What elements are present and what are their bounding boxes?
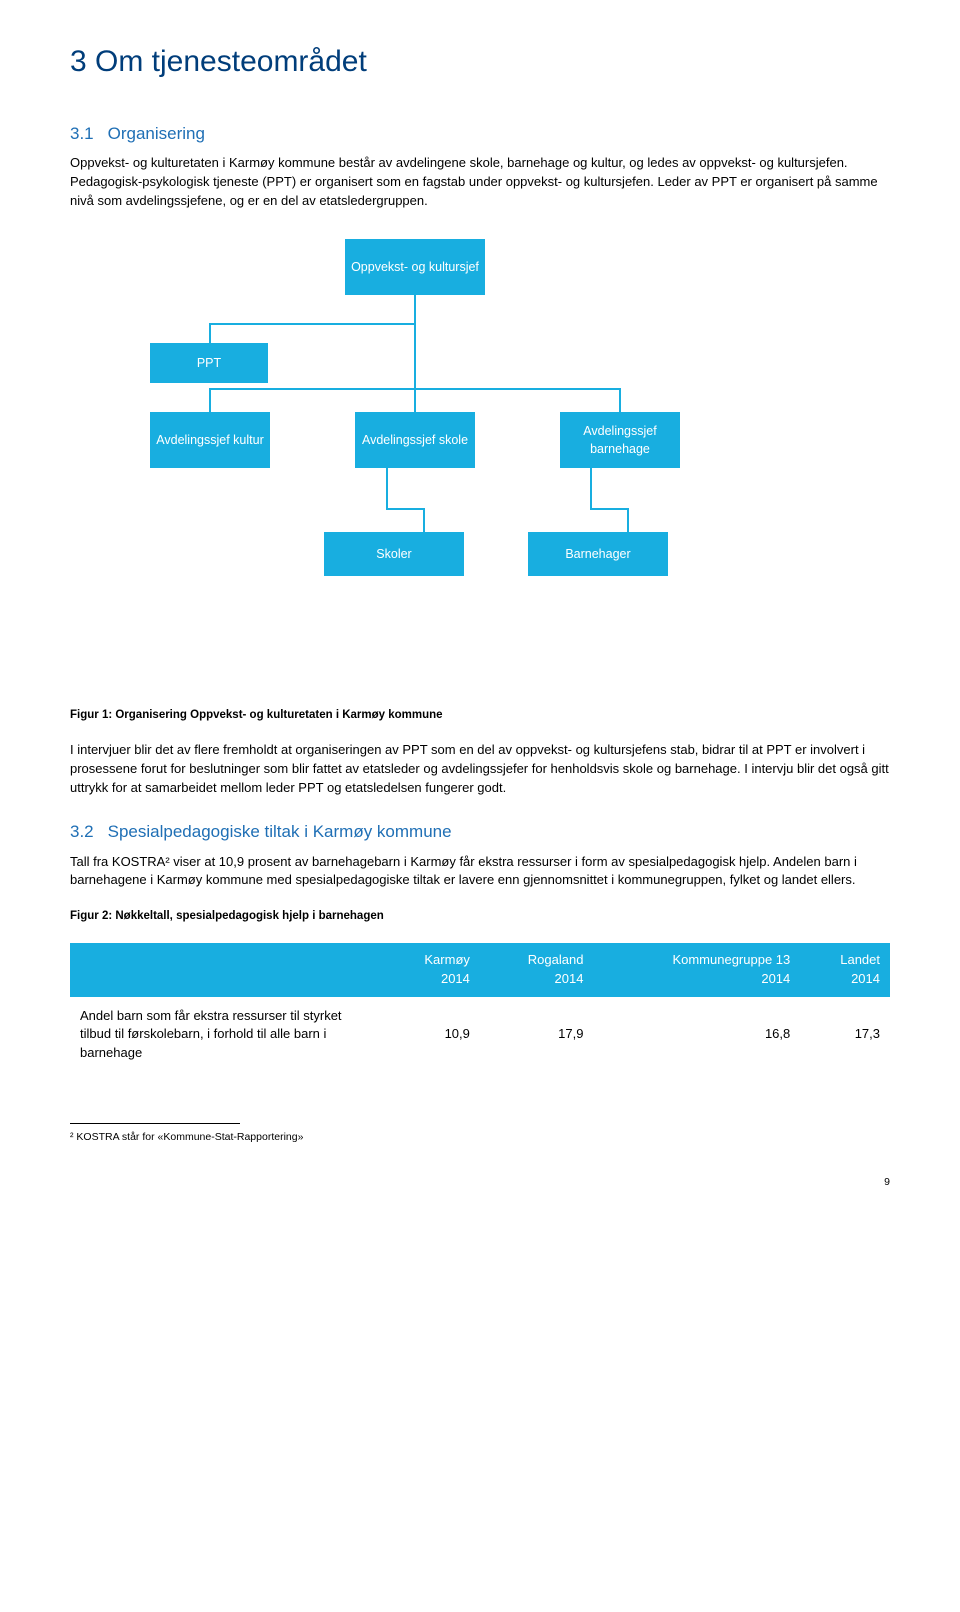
table-header-cell: Landet2014 — [800, 943, 890, 997]
footnote-rule — [70, 1123, 240, 1124]
table-cell-label: Andel barn som får ekstra ressurser til … — [70, 997, 382, 1074]
org-label: Avdelingssjef barnehage — [566, 422, 674, 458]
page-number: 9 — [70, 1175, 890, 1190]
section-3-1-heading: 3.1 Organisering — [70, 122, 890, 147]
org-node-top: Oppvekst- og kultursjef — [345, 239, 485, 295]
org-node-barnehager: Barnehager — [528, 532, 668, 576]
section-title: Organisering — [108, 124, 205, 143]
footnote-text: ² KOSTRA står for «Kommune-Stat-Rapporte… — [70, 1130, 890, 1145]
table-header-cell: Kommunegruppe 132014 — [593, 943, 800, 997]
org-node-skole: Avdelingssjef skole — [355, 412, 475, 468]
page-title: 3 Om tjenesteområdet — [70, 40, 890, 84]
table-header-cell — [70, 943, 382, 997]
para-after-figure-1: I intervjuer blir det av flere fremholdt… — [70, 741, 890, 798]
table-header-cell: Rogaland2014 — [480, 943, 594, 997]
org-node-barnehage: Avdelingssjef barnehage — [560, 412, 680, 468]
table-cell-value: 10,9 — [382, 997, 480, 1074]
section-3-2-heading: 3.2 Spesialpedagogiske tiltak i Karmøy ko… — [70, 820, 890, 845]
org-node-ppt: PPT — [150, 343, 268, 383]
table-cell-value: 17,3 — [800, 997, 890, 1074]
table-cell-value: 16,8 — [593, 997, 800, 1074]
table-header-cell: Karmøy2014 — [382, 943, 480, 997]
section-3-1-para: Oppvekst- og kulturetaten i Karmøy kommu… — [70, 154, 890, 211]
section-title: Spesialpedagogiske tiltak i Karmøy kommu… — [108, 822, 452, 841]
org-label: Avdelingssjef skole — [362, 431, 468, 449]
table-header-row: Karmøy2014 Rogaland2014 Kommunegruppe 13… — [70, 943, 890, 997]
section-number: 3.2 — [70, 822, 94, 841]
figure-1-caption: Figur 1: Organisering Oppvekst- og kultu… — [70, 707, 890, 724]
org-node-kultur: Avdelingssjef kultur — [150, 412, 270, 468]
section-number: 3.1 — [70, 124, 94, 143]
org-label: Avdelingssjef kultur — [156, 431, 263, 449]
org-chart: Oppvekst- og kultursjef PPT Avdelingssje… — [70, 239, 890, 679]
table-cell-value: 17,9 — [480, 997, 594, 1074]
figure-2-caption: Figur 2: Nøkkeltall, spesialpedagogisk h… — [70, 908, 890, 925]
table-row: Andel barn som får ekstra ressurser til … — [70, 997, 890, 1074]
org-node-skoler: Skoler — [324, 532, 464, 576]
section-3-2-para: Tall fra KOSTRA² viser at 10,9 prosent a… — [70, 853, 890, 891]
table-figure-2: Karmøy2014 Rogaland2014 Kommunegruppe 13… — [70, 943, 890, 1073]
